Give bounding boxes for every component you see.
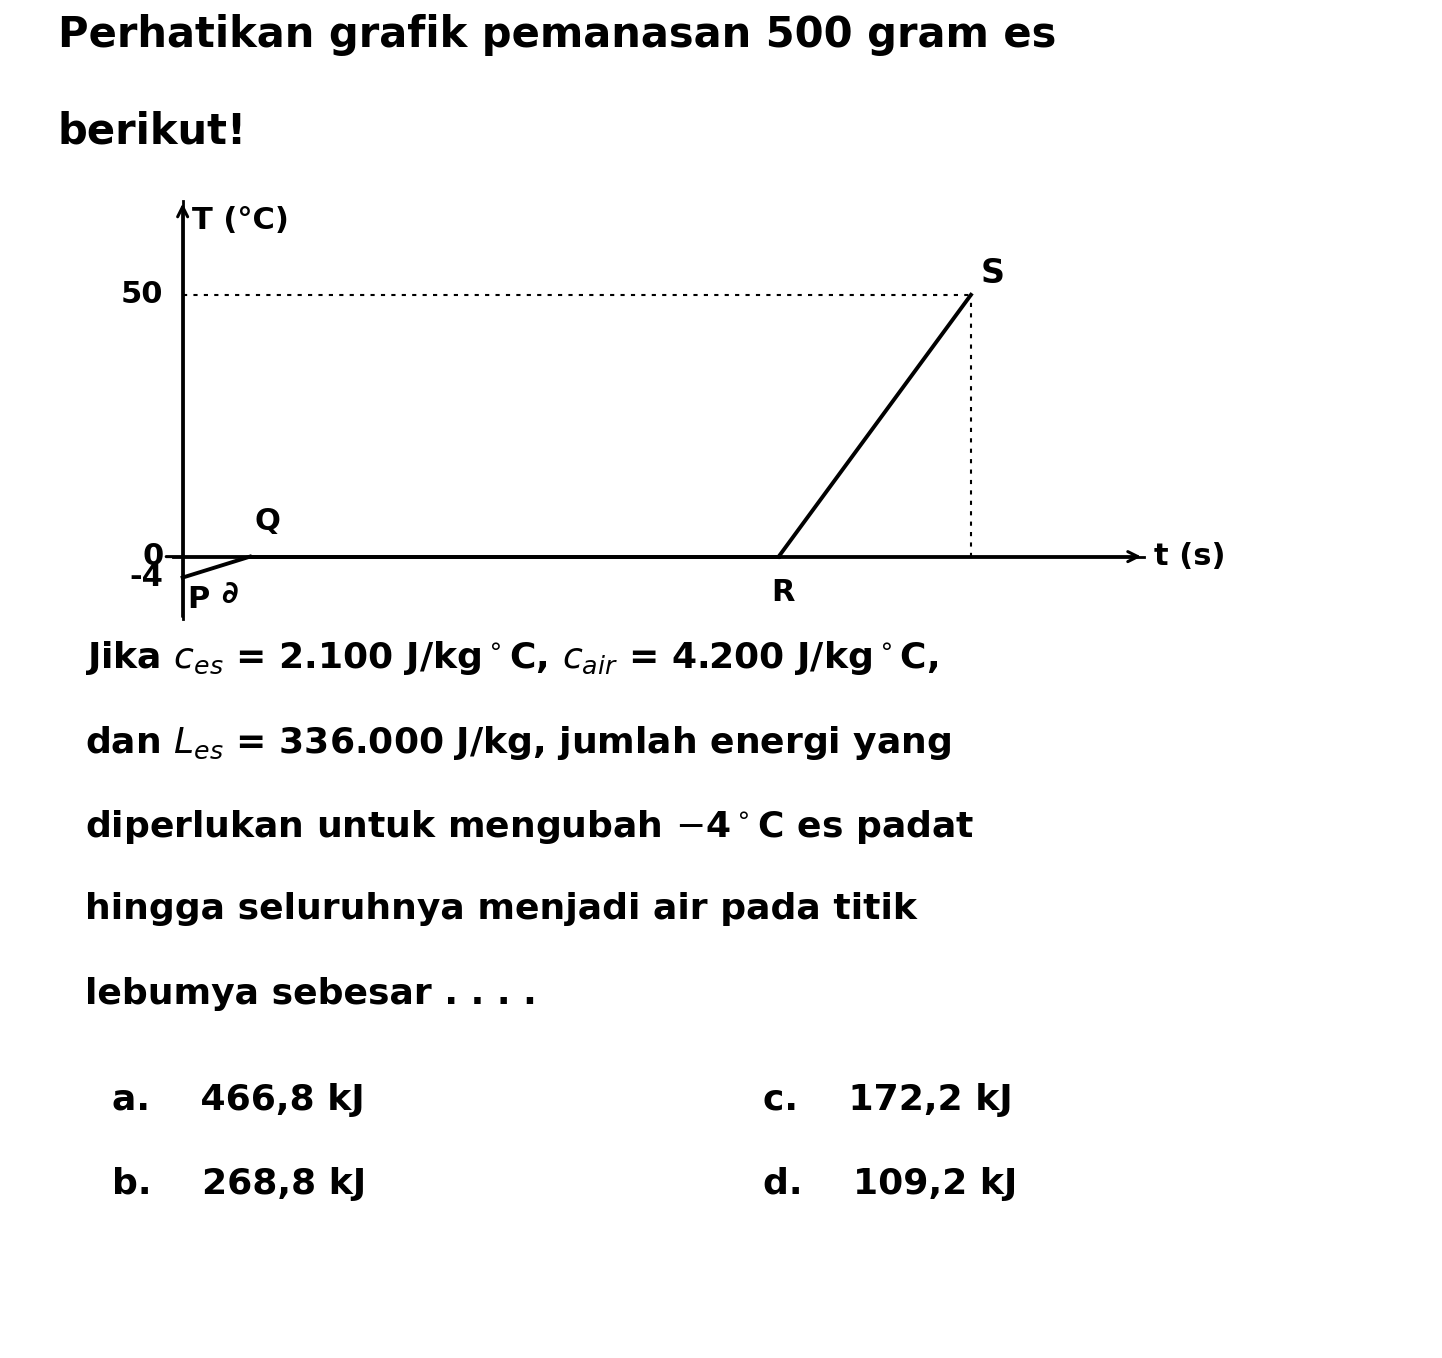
- Text: S: S: [981, 257, 1005, 289]
- Text: dan $L_{es}$ = 336.000 J/kg, jumlah energi yang: dan $L_{es}$ = 336.000 J/kg, jumlah ener…: [85, 724, 952, 762]
- Text: b.    268,8 kJ: b. 268,8 kJ: [112, 1168, 366, 1202]
- Text: ∂: ∂: [221, 580, 238, 610]
- Text: T (°C): T (°C): [192, 206, 290, 235]
- Text: diperlukan untuk mengubah $-$4$^\circ$C es padat: diperlukan untuk mengubah $-$4$^\circ$C …: [85, 808, 975, 846]
- Text: -4: -4: [130, 564, 163, 592]
- Text: P: P: [187, 585, 209, 614]
- Text: 50: 50: [121, 280, 163, 310]
- Text: a.    466,8 kJ: a. 466,8 kJ: [112, 1084, 365, 1118]
- Text: d.    109,2 kJ: d. 109,2 kJ: [763, 1168, 1017, 1202]
- Text: Perhatikan grafik pemanasan 500 gram es: Perhatikan grafik pemanasan 500 gram es: [58, 14, 1056, 56]
- Text: lebumya sebesar . . . .: lebumya sebesar . . . .: [85, 976, 536, 1010]
- Text: hingga seluruhnya menjadi air pada titik: hingga seluruhnya menjadi air pada titik: [85, 892, 917, 926]
- Text: Q: Q: [255, 507, 281, 535]
- Text: t (s): t (s): [1154, 542, 1226, 572]
- Text: Jika $c_{es}$ = 2.100 J/kg$^\circ$C, $c_{air}$ = 4.200 J/kg$^\circ$C,: Jika $c_{es}$ = 2.100 J/kg$^\circ$C, $c_…: [85, 640, 939, 678]
- Text: R: R: [771, 577, 795, 607]
- Text: berikut!: berikut!: [58, 111, 247, 152]
- Text: c.    172,2 kJ: c. 172,2 kJ: [763, 1084, 1012, 1118]
- Text: 0: 0: [143, 542, 163, 572]
